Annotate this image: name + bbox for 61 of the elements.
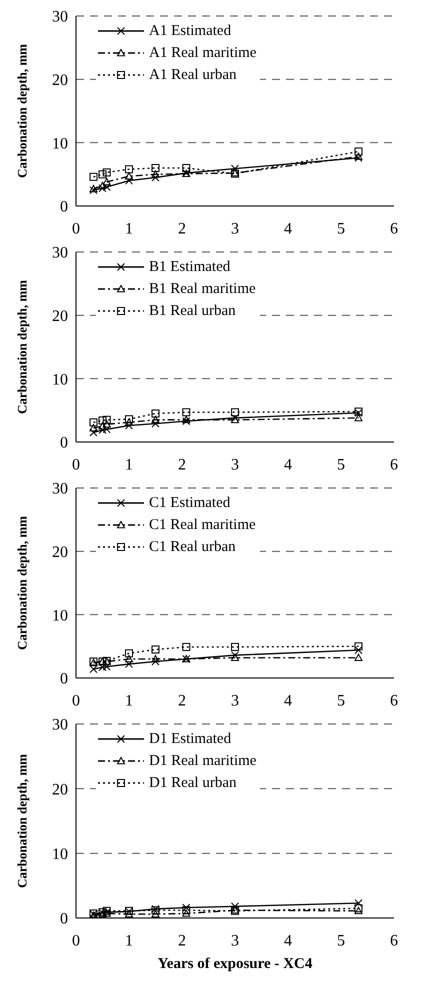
x-tick-label: 4 <box>284 932 292 950</box>
x-tick-label: 2 <box>178 932 186 950</box>
x-tick-label: 2 <box>178 456 186 474</box>
y-tick-label: 30 <box>52 480 68 498</box>
y-axis-title: Carbonation depth, mm <box>14 516 30 650</box>
y-tick-label: 20 <box>52 308 68 326</box>
x-tick-label: 1 <box>125 456 133 474</box>
x-tick-label: 5 <box>337 456 345 474</box>
y-tick-label: 20 <box>52 72 68 90</box>
x-tick-label: 2 <box>178 220 186 238</box>
x-tick-label: 0 <box>72 456 80 474</box>
legend-label: D1 Real urban <box>149 774 236 792</box>
x-tick-label: 3 <box>231 932 239 950</box>
y-tick-label: 0 <box>60 434 68 452</box>
legend-label: C1 Real urban <box>149 538 236 556</box>
legend-label: A1 Real urban <box>149 66 236 84</box>
y-axis-title: Carbonation depth, mm <box>14 280 30 414</box>
y-tick-label: 0 <box>60 910 68 928</box>
x-tick-label: 2 <box>178 692 186 710</box>
x-axis-title: Years of exposure - XC4 <box>158 956 313 972</box>
y-axis-title: Carbonation depth, mm <box>14 44 30 178</box>
x-tick-label: 4 <box>284 456 292 474</box>
x-tick-label: 6 <box>390 692 398 710</box>
x-tick-label: 6 <box>390 220 398 238</box>
legend-label: D1 Estimated <box>149 730 232 748</box>
y-axis-title: Carbonation depth, mm <box>14 754 30 888</box>
y-tick-label: 30 <box>52 244 68 262</box>
y-tick-label: 20 <box>52 781 68 798</box>
x-tick-label: 4 <box>284 220 292 238</box>
legend-label: B1 Estimated <box>149 258 230 276</box>
x-tick-label: 1 <box>125 220 133 238</box>
legend-label: A1 Estimated <box>149 22 232 40</box>
x-tick-label: 0 <box>72 220 80 238</box>
y-tick-label: 10 <box>52 607 68 624</box>
legend-label: C1 Real maritime <box>149 516 256 534</box>
y-tick-label: 20 <box>52 544 68 562</box>
y-tick-label: 30 <box>52 716 68 734</box>
legend-label: B1 Real maritime <box>149 280 256 298</box>
legend-label: C1 Estimated <box>149 494 230 512</box>
y-tick-label: 0 <box>60 198 68 216</box>
x-tick-label: 3 <box>231 456 239 474</box>
x-tick-label: 3 <box>231 692 239 710</box>
x-tick-label: 1 <box>125 932 133 950</box>
legend-label: D1 Real maritime <box>149 752 256 770</box>
y-tick-label: 0 <box>60 670 68 688</box>
legend-label: B1 Real urban <box>149 302 236 320</box>
x-tick-label: 5 <box>337 692 345 710</box>
x-tick-label: 6 <box>390 932 398 950</box>
y-tick-label: 10 <box>52 371 68 388</box>
x-tick-label: 3 <box>231 220 239 238</box>
x-tick-label: 6 <box>390 456 398 474</box>
y-tick-label: 30 <box>52 8 68 26</box>
x-tick-label: 4 <box>284 692 292 710</box>
y-tick-label: 10 <box>52 846 68 864</box>
legend-label: A1 Real maritime <box>149 44 256 62</box>
x-tick-label: 5 <box>337 932 345 950</box>
x-tick-label: 0 <box>72 932 80 950</box>
y-tick-label: 10 <box>52 135 68 152</box>
x-tick-label: 5 <box>337 220 345 238</box>
x-tick-label: 0 <box>72 692 80 710</box>
x-tick-label: 1 <box>125 692 133 710</box>
